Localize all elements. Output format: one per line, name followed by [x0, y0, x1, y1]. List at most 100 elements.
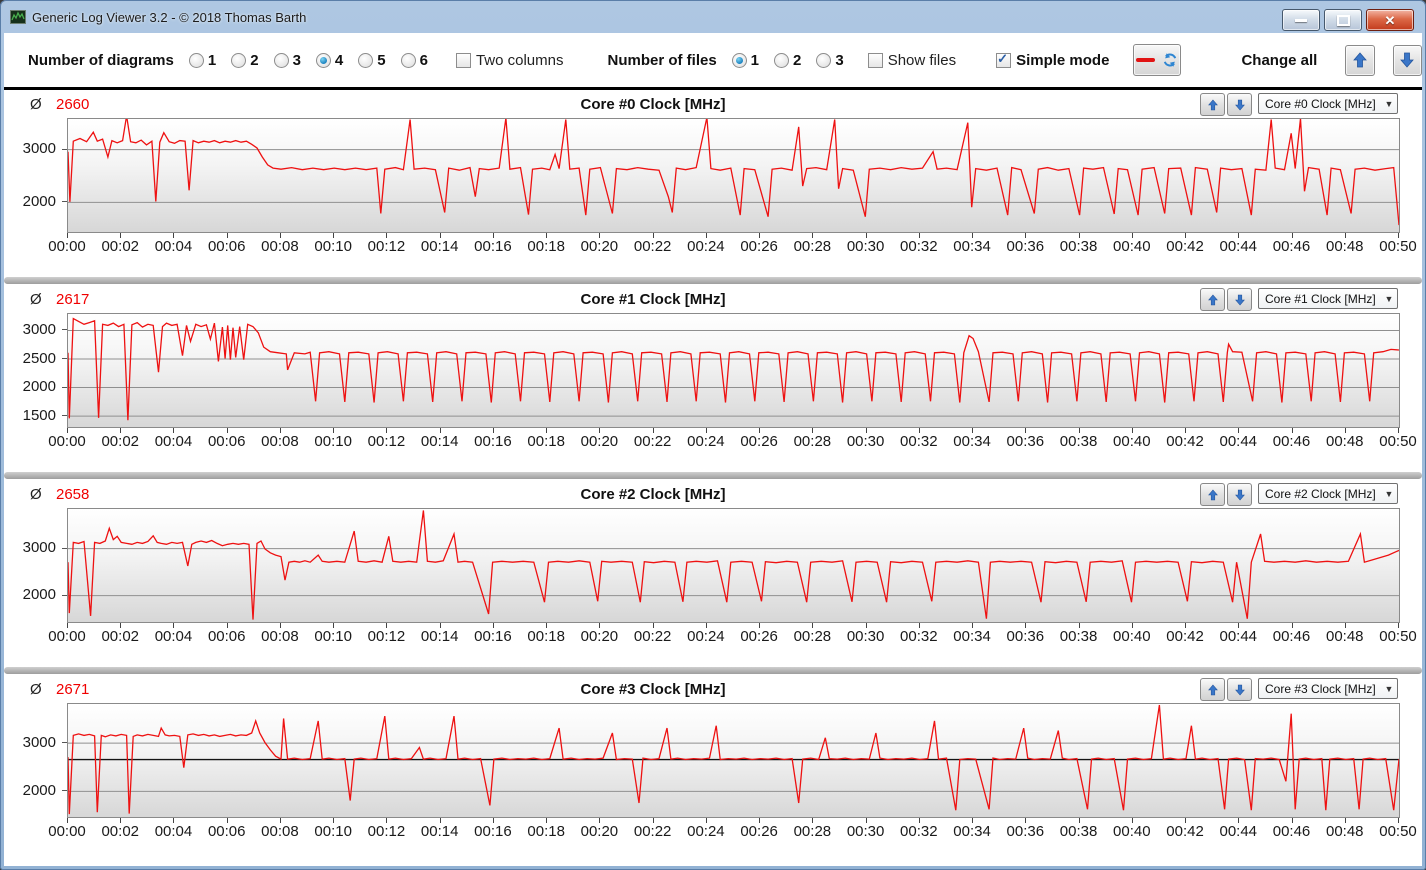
- x-tick-label: 00:20: [580, 238, 619, 255]
- x-tick-label: 00:38: [1059, 238, 1098, 255]
- change-all-down-button[interactable]: [1392, 44, 1422, 76]
- signal-select[interactable]: Core #1 Clock [MHz] ▼: [1258, 288, 1398, 309]
- radio-diagrams-1[interactable]: 1: [188, 52, 216, 69]
- x-tick-mark: [492, 233, 494, 238]
- x-tick-mark: [279, 623, 281, 628]
- signal-select[interactable]: Core #3 Clock [MHz] ▼: [1258, 678, 1398, 699]
- x-tick-mark: [1344, 818, 1346, 823]
- x-tick-label: 00:46: [1272, 433, 1311, 450]
- minimize-button[interactable]: [1282, 9, 1320, 31]
- x-tick-mark: [1398, 233, 1399, 238]
- x-tick-mark: [439, 428, 441, 433]
- move-up-button[interactable]: [1200, 483, 1225, 506]
- x-tick-label: 00:48: [1325, 433, 1364, 450]
- radio-icon: [231, 52, 247, 68]
- radio-files-1[interactable]: 1: [731, 52, 759, 69]
- checkbox-icon: [996, 51, 1012, 68]
- radio-files-2[interactable]: 2: [774, 52, 801, 69]
- x-tick-mark: [1291, 623, 1293, 628]
- signal-select[interactable]: Core #2 Clock [MHz] ▼: [1258, 483, 1398, 504]
- show-files-checkbox[interactable]: Show files: [867, 52, 956, 69]
- move-up-button[interactable]: [1200, 678, 1225, 701]
- y-tick-mark: [62, 790, 67, 792]
- move-down-button[interactable]: [1227, 288, 1252, 311]
- x-tick-label: 00:14: [420, 433, 459, 450]
- chevron-down-icon: ▼: [1384, 488, 1394, 499]
- x-tick-mark: [226, 233, 228, 238]
- x-tick-label: 00:18: [527, 433, 565, 450]
- radio-diagrams-2[interactable]: 2: [231, 52, 259, 69]
- x-tick-mark: [67, 818, 68, 823]
- x-tick-label: 00:00: [48, 823, 86, 840]
- x-tick-mark: [1131, 818, 1133, 823]
- radio-diagrams-3[interactable]: 3: [273, 52, 301, 69]
- x-tick-label: 00:22: [633, 433, 672, 450]
- x-tick-mark: [705, 818, 707, 823]
- x-tick-mark: [546, 623, 548, 628]
- y-tick-mark: [62, 742, 67, 744]
- radio-diagrams-6[interactable]: 6: [400, 52, 428, 69]
- average-symbol: Ø: [30, 681, 42, 698]
- x-tick-label: 00:16: [474, 628, 512, 645]
- panel-splitter[interactable]: [4, 472, 1422, 479]
- average-value: 2660: [56, 96, 90, 113]
- x-tick-mark: [279, 428, 281, 433]
- maximize-button[interactable]: [1324, 9, 1362, 31]
- x-tick-label: 00:02: [101, 238, 140, 255]
- x-tick-label: 00:22: [633, 628, 672, 645]
- x-tick-mark: [918, 233, 920, 238]
- simple-mode-checkbox[interactable]: Simple mode: [996, 51, 1109, 69]
- chart-title: Core #0 Clock [MHz]: [580, 96, 726, 113]
- average-value: 2671: [56, 681, 90, 698]
- two-columns-checkbox[interactable]: Two columns: [455, 52, 563, 69]
- x-tick-mark: [972, 428, 974, 433]
- x-tick-label: 00:12: [367, 628, 406, 645]
- x-tick-label: 00:22: [633, 238, 672, 255]
- x-tick-mark: [759, 233, 761, 238]
- move-down-button[interactable]: [1227, 483, 1252, 506]
- x-tick-mark: [173, 623, 175, 628]
- chart-panel-core2: Ø 2658 Core #2 Clock [MHz] Core #2 Clock…: [4, 480, 1422, 666]
- y-axis-labels: 3000 2500 2000 1500: [4, 313, 67, 427]
- move-up-button[interactable]: [1200, 288, 1225, 311]
- x-tick-label: 00:22: [633, 823, 672, 840]
- x-tick-mark: [333, 428, 335, 433]
- panel-splitter[interactable]: [4, 667, 1422, 674]
- move-down-button[interactable]: [1227, 678, 1252, 701]
- radio-icon: [400, 52, 416, 68]
- chart-title: Core #2 Clock [MHz]: [580, 486, 726, 503]
- x-tick-mark: [759, 818, 761, 823]
- x-tick-mark: [1291, 818, 1293, 823]
- panel-splitter[interactable]: [4, 277, 1422, 284]
- x-tick-label: 00:48: [1325, 823, 1364, 840]
- x-tick-label: 00:46: [1272, 238, 1311, 255]
- x-tick-label: 00:32: [900, 628, 938, 645]
- x-tick-mark: [333, 233, 335, 238]
- x-tick-label: 00:06: [207, 823, 246, 840]
- x-tick-label: 00:16: [474, 823, 512, 840]
- radio-diagrams-5[interactable]: 5: [358, 52, 386, 69]
- toolbar-separator: [4, 87, 1422, 90]
- change-all-up-button[interactable]: [1345, 44, 1375, 76]
- x-tick-label: 00:14: [420, 238, 459, 255]
- move-down-button[interactable]: [1227, 93, 1252, 116]
- average-symbol: Ø: [30, 96, 42, 113]
- close-button[interactable]: ✕: [1366, 9, 1414, 31]
- x-tick-mark: [1078, 233, 1080, 238]
- x-tick-mark: [120, 428, 122, 433]
- window-title: Generic Log Viewer 3.2 - © 2018 Thomas B…: [32, 9, 307, 25]
- x-tick-mark: [1238, 233, 1240, 238]
- x-tick-mark: [1185, 428, 1187, 433]
- radio-files-3[interactable]: 3: [816, 52, 844, 69]
- reset-refresh-button[interactable]: [1133, 44, 1182, 76]
- x-tick-label: 00:08: [261, 238, 299, 255]
- move-up-button[interactable]: [1200, 93, 1225, 116]
- x-axis-labels: 00:00 00:02 00:04 00:06 00:08 00:10 00:12 00:14…: [4, 428, 1422, 454]
- radio-diagrams-4[interactable]: 4: [315, 52, 343, 69]
- radio-icon: [816, 52, 832, 68]
- signal-select[interactable]: Core #0 Clock [MHz] ▼: [1258, 93, 1398, 114]
- x-tick-label: 00:14: [420, 823, 459, 840]
- x-tick-mark: [492, 818, 494, 823]
- x-tick-label: 00:30: [846, 433, 885, 450]
- x-tick-mark: [226, 428, 228, 433]
